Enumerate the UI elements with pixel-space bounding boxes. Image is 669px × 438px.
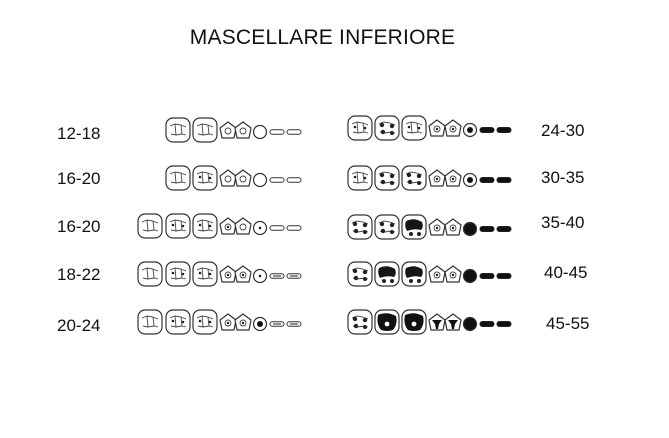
dentition-row-right-5 <box>348 310 511 334</box>
dentition-row-right-2 <box>348 166 511 190</box>
dentition-row-left-2 <box>166 166 301 190</box>
dentition-row-left-1 <box>166 118 301 142</box>
dentition-row-left-5 <box>138 310 301 334</box>
dentition-row-left-3 <box>138 214 301 238</box>
dentition-row-left-4 <box>138 262 301 286</box>
dentition-row-right-3 <box>348 215 511 239</box>
dentition-row-right-1 <box>348 116 511 140</box>
dentition-row-right-4 <box>348 262 511 286</box>
